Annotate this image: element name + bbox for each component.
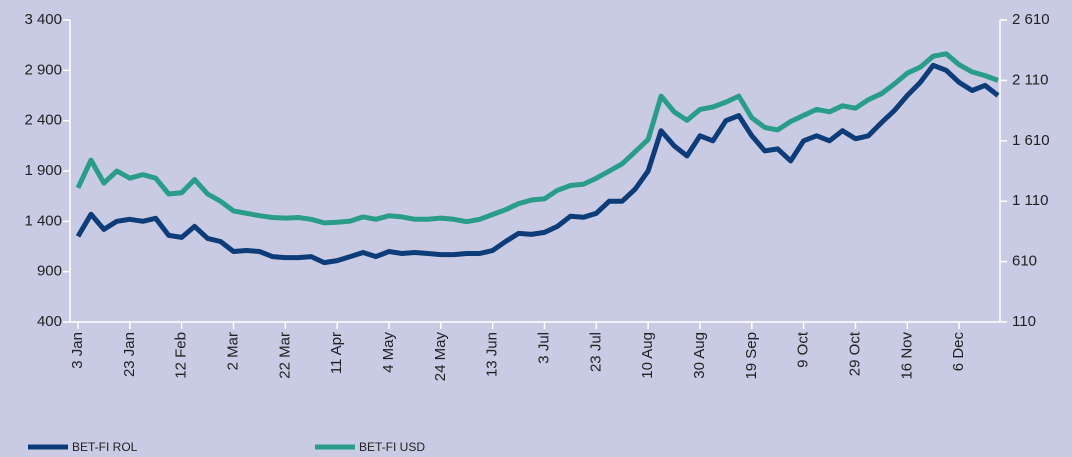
- x-tick-label: 6 Dec: [950, 332, 967, 372]
- x-tick-label: 10 Aug: [639, 332, 656, 379]
- line-series: [75, 51, 999, 226]
- y2-tick-label: 610: [1012, 253, 1037, 270]
- x-tick-label: 22 Mar: [276, 332, 293, 379]
- y2-tick-label: 2 110: [1012, 71, 1048, 88]
- x-tick-label: 12 Feb: [173, 332, 190, 379]
- x-tick-label: 4 May: [380, 332, 397, 373]
- y-tick-label: 2 400: [24, 112, 62, 129]
- line-series: [75, 62, 1000, 266]
- x-tick-label: 23 Jul: [587, 332, 604, 372]
- x-tick-label: 13 Jun: [484, 332, 501, 377]
- x-tick-label: 23 Jan: [121, 332, 138, 377]
- x-tick-label: 2 Mar: [224, 332, 241, 370]
- y2-tick-label: 110: [1012, 313, 1036, 330]
- y2-tick-label: 1 610: [1012, 132, 1050, 149]
- y-tick-label: 1 400: [24, 212, 62, 229]
- y-tick-label: 900: [37, 263, 62, 280]
- y-tick-label: 1 900: [24, 162, 62, 179]
- x-tick-label: 16 Nov: [898, 332, 915, 380]
- x-tick-label: 30 Aug: [691, 332, 708, 379]
- x-tick-label: 3 Jan: [69, 332, 86, 369]
- x-tick-label: 11 Apr: [328, 332, 345, 374]
- x-tick-label: 29 Oct: [846, 331, 863, 376]
- y-tick-label: 400: [37, 313, 62, 330]
- x-tick-label: 24 May: [432, 332, 449, 382]
- y2-tick-label: 2 610: [1012, 11, 1050, 28]
- legend-label: BET-FI USD: [359, 440, 425, 454]
- x-tick-label: 3 Jul: [535, 332, 552, 364]
- y2-tick-label: 1 110: [1012, 192, 1048, 209]
- legend-label: BET-FI ROL: [72, 440, 138, 454]
- y-tick-label: 2 900: [24, 61, 62, 78]
- x-tick-label: 9 Oct: [795, 331, 812, 368]
- y-tick-label: 3 400: [24, 11, 62, 28]
- x-tick-label: 19 Sep: [743, 332, 760, 380]
